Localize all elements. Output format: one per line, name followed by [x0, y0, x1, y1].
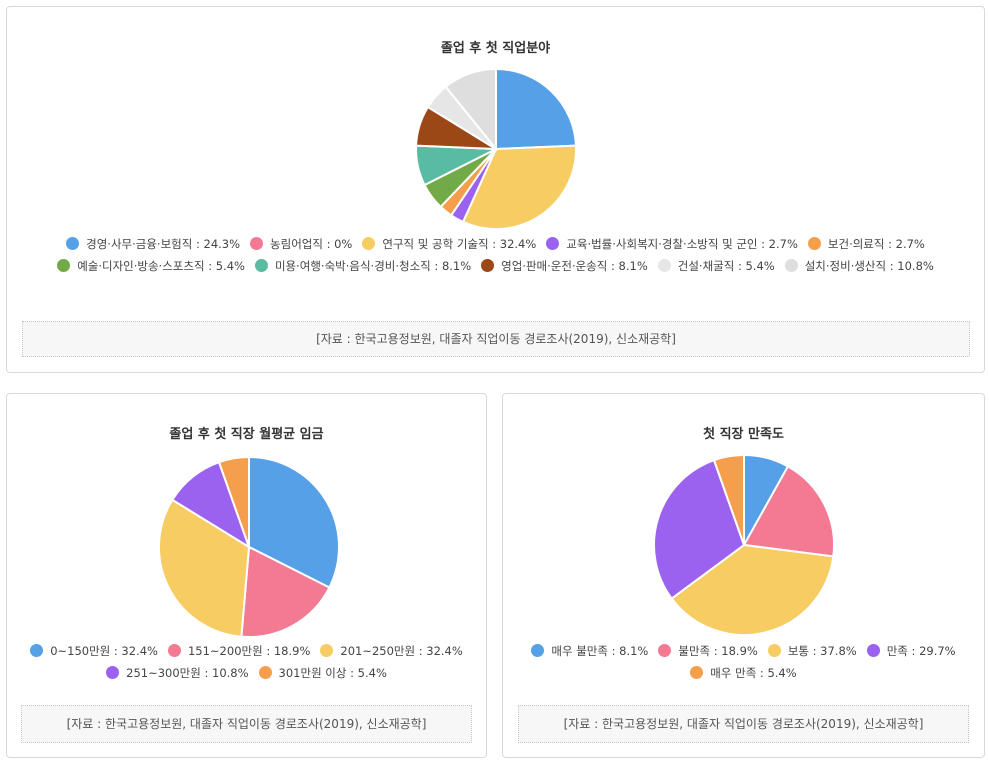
- legend-label: 보통 : 37.8%: [787, 644, 857, 658]
- chart-card-satisfaction: 첫 직장 만족도 매우 불만족 : 8.1% 불만족 : 18.9% 보통 : 37…: [502, 393, 985, 758]
- legend-swatch: [658, 644, 672, 657]
- legend-label: 설치·정비·생산직 : 10.8%: [804, 259, 934, 273]
- legend-label: 보건·의료직 : 2.7%: [827, 237, 925, 251]
- legend-label: 미용·여행·숙박·음식·경비·청소직 : 8.1%: [274, 259, 472, 273]
- legend-item[interactable]: 만족 : 29.7%: [866, 640, 956, 662]
- legend-swatch: [250, 237, 264, 250]
- legend-item[interactable]: 설치·정비·생산직 : 10.8%: [784, 255, 934, 277]
- legend-item[interactable]: 251~300만원 : 10.8%: [106, 662, 249, 684]
- legend-item[interactable]: 보건·의료직 : 2.7%: [807, 233, 925, 255]
- legend-item[interactable]: 보통 : 37.8%: [767, 640, 857, 662]
- pie-slice-4: [712, 453, 745, 546]
- source-note: [자료 : 한국고용정보원, 대졸자 직업이동 경로조사(2019), 신소재공…: [21, 705, 472, 743]
- legend-label: 151~200만원 : 18.9%: [187, 644, 311, 658]
- legend-label: 251~300만원 : 10.8%: [126, 666, 249, 680]
- pie-slice-1: [742, 465, 835, 558]
- legend-item[interactable]: 201~250만원 : 32.4%: [320, 640, 463, 662]
- legend-swatch: [106, 666, 120, 679]
- legend-label: 만족 : 29.7%: [886, 644, 956, 658]
- legend-item[interactable]: 연구직 및 공학 기술직 : 32.4%: [362, 233, 536, 255]
- pie-slice-9: [444, 67, 497, 152]
- legend-item[interactable]: 301만원 이상 : 5.4%: [258, 662, 387, 684]
- legend-item[interactable]: 예술·디자인·방송·스포츠직 : 5.4%: [57, 255, 245, 277]
- chart-title: 졸업 후 첫 직장 월평균 임금: [169, 427, 324, 442]
- legend-swatch: [546, 237, 560, 250]
- legend-item[interactable]: 미용·여행·숙박·음식·경비·청소직 : 8.1%: [254, 255, 472, 277]
- legend-item[interactable]: 0~150만원 : 32.4%: [30, 640, 158, 662]
- legend-swatch: [362, 237, 376, 250]
- pie-slice-2: [461, 144, 577, 230]
- legend-swatch: [258, 666, 272, 679]
- legend-swatch: [66, 237, 80, 250]
- legend-label: 교육·법률·사회복지·경찰·소방직 및 군인 : 2.7%: [566, 237, 798, 251]
- source-note: [자료 : 한국고용정보원, 대졸자 직업이동 경로조사(2019), 신소재공…: [22, 321, 970, 357]
- legend-label: 연구직 및 공학 기술직 : 32.4%: [382, 237, 537, 251]
- legend-label: 201~250만원 : 32.4%: [340, 644, 463, 658]
- legend-label: 매우 만족 : 5.4%: [710, 666, 797, 680]
- pie-slice-2: [670, 543, 835, 636]
- legend-label: 예술·디자인·방송·스포츠직 : 5.4%: [77, 259, 245, 273]
- legend-swatch: [57, 259, 71, 272]
- legend-item[interactable]: 농림어업직 : 0%: [250, 233, 352, 255]
- pie-slice-1: [240, 545, 331, 638]
- legend-item[interactable]: 경영·사무·금융·보험직 : 24.3%: [66, 233, 240, 255]
- legend-item[interactable]: 매우 만족 : 5.4%: [690, 662, 797, 684]
- legend-label: 불만족 : 18.9%: [678, 644, 758, 658]
- chart-card-salary: 졸업 후 첫 직장 월평균 임금 0~150만원 : 32.4% 151~200만…: [6, 393, 487, 758]
- legend-swatch: [531, 644, 545, 657]
- legend-label: 건설·채굴직 : 5.4%: [677, 259, 775, 273]
- pie-slice-3: [653, 458, 746, 600]
- legend-label: 0~150만원 : 32.4%: [50, 644, 158, 658]
- pie-chart: [653, 453, 835, 636]
- legend-swatch: [784, 259, 798, 272]
- chart-title: 졸업 후 첫 직업분야: [440, 41, 551, 56]
- legend-item[interactable]: 건설·채굴직 : 5.4%: [657, 255, 775, 277]
- pie-slice-0: [248, 455, 340, 589]
- legend-swatch: [767, 644, 781, 657]
- legend-item[interactable]: 매우 불만족 : 8.1%: [531, 640, 648, 662]
- legend-swatch: [481, 259, 495, 272]
- legend-label: 매우 불만족 : 8.1%: [551, 644, 649, 658]
- legend-swatch: [807, 237, 821, 250]
- pie-slice-0: [495, 67, 577, 151]
- pie-chart: [415, 67, 577, 230]
- legend-item[interactable]: 영업·판매·운전·운송직 : 8.1%: [481, 255, 648, 277]
- source-note: [자료 : 한국고용정보원, 대졸자 직업이동 경로조사(2019), 신소재공…: [518, 705, 969, 743]
- chart-card-job-field: 졸업 후 첫 직업분야 경영·사무·금융·보험직 : 24.3% 농림어업직 : …: [6, 6, 985, 373]
- legend-item[interactable]: 불만족 : 18.9%: [658, 640, 758, 662]
- chart-title: 첫 직장 만족도: [703, 427, 784, 442]
- legend-swatch: [690, 666, 704, 679]
- legend-swatch: [167, 644, 181, 657]
- legend-swatch: [30, 644, 44, 657]
- legend-label: 농림어업직 : 0%: [270, 237, 353, 251]
- legend-swatch: [254, 259, 268, 272]
- legend-label: 영업·판매·운전·운송직 : 8.1%: [501, 259, 648, 273]
- legend-swatch: [866, 644, 880, 657]
- legend-item[interactable]: 151~200만원 : 18.9%: [167, 640, 311, 662]
- chart-legend: 0~150만원 : 32.4% 151~200만원 : 18.9% 201~250만…: [17, 640, 476, 684]
- chart-legend: 경영·사무·금융·보험직 : 24.3% 농림어업직 : 0% 연구직 및 공학 기…: [17, 233, 974, 277]
- pie-slice-4: [217, 455, 250, 548]
- legend-swatch: [320, 644, 334, 657]
- legend-label: 301만원 이상 : 5.4%: [278, 666, 387, 680]
- legend-label: 경영·사무·금융·보험직 : 24.3%: [86, 237, 241, 251]
- legend-swatch: [657, 259, 671, 272]
- legend-item[interactable]: 교육·법률·사회복지·경찰·소방직 및 군인 : 2.7%: [546, 233, 798, 255]
- chart-legend: 매우 불만족 : 8.1% 불만족 : 18.9% 보통 : 37.8% 만족 : 2…: [513, 640, 974, 684]
- pie-chart: [158, 455, 340, 638]
